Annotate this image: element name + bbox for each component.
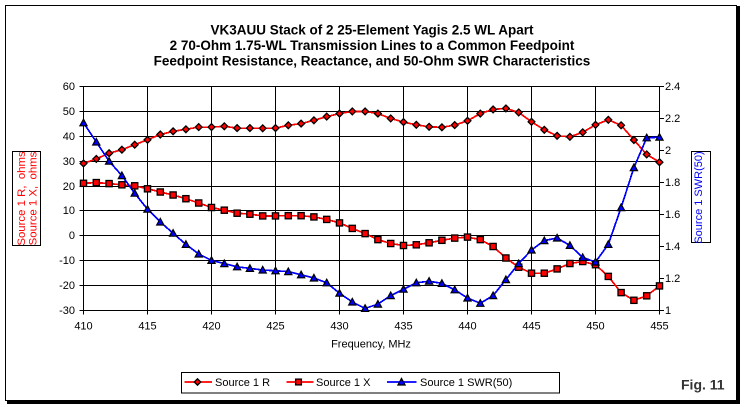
svg-text:1.8: 1.8: [665, 177, 680, 189]
svg-text:Frequency, MHz: Frequency, MHz: [331, 339, 411, 351]
svg-text:2.2: 2.2: [665, 113, 680, 125]
svg-text:Feedpoint Resistance, Reactanc: Feedpoint Resistance, Reactance, and 50-…: [154, 53, 591, 68]
svg-text:40: 40: [63, 131, 75, 143]
svg-text:1.4: 1.4: [665, 241, 680, 253]
svg-text:2 70-Ohm 1.75-WL Transmission: 2 70-Ohm 1.75-WL Transmission Lines to a…: [170, 38, 575, 53]
svg-text:Source 1 SWR(50): Source 1 SWR(50): [693, 151, 705, 243]
svg-text:Fig. 11: Fig. 11: [681, 377, 725, 393]
svg-text:-20: -20: [59, 280, 75, 292]
svg-text:50: 50: [63, 106, 75, 118]
svg-text:430: 430: [330, 321, 348, 333]
svg-text:455: 455: [650, 321, 668, 333]
svg-text:440: 440: [458, 321, 476, 333]
svg-text:Source 1 R, ohms: Source 1 R, ohms: [16, 151, 28, 246]
svg-text:VK3AUU Stack of 2 25-Element Y: VK3AUU Stack of 2 25-Element Yagis 2.5 W…: [210, 22, 534, 37]
svg-text:435: 435: [394, 321, 412, 333]
svg-text:425: 425: [266, 321, 284, 333]
svg-text:Source 1 X, ohms: Source 1 X, ohms: [28, 151, 40, 245]
svg-text:450: 450: [586, 321, 604, 333]
svg-text:1: 1: [665, 305, 671, 317]
svg-text:Source 1 SWR(50): Source 1 SWR(50): [420, 377, 512, 389]
svg-text:1.6: 1.6: [665, 209, 680, 221]
svg-text:0: 0: [69, 230, 75, 242]
svg-text:Source 1 R: Source 1 R: [215, 377, 270, 389]
svg-text:60: 60: [63, 81, 75, 93]
svg-text:1.2: 1.2: [665, 273, 680, 285]
svg-text:2.4: 2.4: [665, 81, 680, 93]
svg-text:30: 30: [63, 156, 75, 168]
svg-text:410: 410: [74, 321, 92, 333]
svg-text:445: 445: [522, 321, 540, 333]
svg-text:415: 415: [138, 321, 156, 333]
svg-text:-10: -10: [59, 255, 75, 267]
svg-text:Source 1 X: Source 1 X: [316, 377, 371, 389]
svg-text:10: 10: [63, 205, 75, 217]
svg-text:420: 420: [202, 321, 220, 333]
svg-text:-30: -30: [59, 305, 75, 317]
svg-text:2: 2: [665, 145, 671, 157]
svg-text:20: 20: [63, 181, 75, 193]
